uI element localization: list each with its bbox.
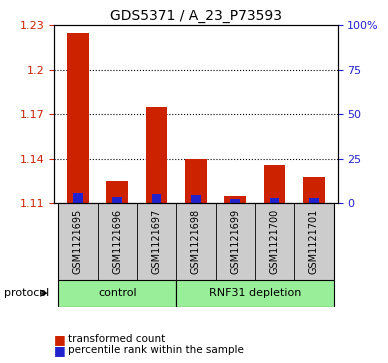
Title: GDS5371 / A_23_P73593: GDS5371 / A_23_P73593 — [110, 9, 282, 23]
Text: ■: ■ — [54, 333, 66, 346]
Bar — [113, 197, 122, 203]
Bar — [191, 195, 201, 203]
Text: GSM1121701: GSM1121701 — [309, 209, 319, 274]
Bar — [225, 196, 246, 203]
Bar — [309, 198, 319, 203]
Bar — [185, 159, 207, 203]
Text: GSM1121696: GSM1121696 — [112, 209, 122, 274]
Bar — [176, 280, 334, 307]
Text: GSM1121698: GSM1121698 — [191, 209, 201, 274]
Bar — [58, 280, 176, 307]
Text: GSM1121695: GSM1121695 — [73, 209, 83, 274]
Text: transformed count: transformed count — [68, 334, 165, 344]
Bar — [73, 193, 83, 203]
Bar — [264, 165, 286, 203]
Text: RNF31 depletion: RNF31 depletion — [209, 288, 301, 298]
Bar — [106, 181, 128, 203]
Text: GSM1121700: GSM1121700 — [270, 209, 280, 274]
Text: ■: ■ — [54, 344, 66, 357]
Bar — [230, 199, 240, 203]
Bar — [67, 33, 89, 203]
Text: control: control — [98, 288, 137, 298]
Text: GSM1121699: GSM1121699 — [230, 209, 240, 274]
Bar — [303, 177, 325, 203]
Bar — [146, 107, 167, 203]
Bar — [270, 198, 279, 203]
Text: GSM1121697: GSM1121697 — [152, 209, 161, 274]
Text: percentile rank within the sample: percentile rank within the sample — [68, 345, 244, 355]
Bar — [152, 194, 161, 203]
Text: protocol: protocol — [4, 288, 49, 298]
